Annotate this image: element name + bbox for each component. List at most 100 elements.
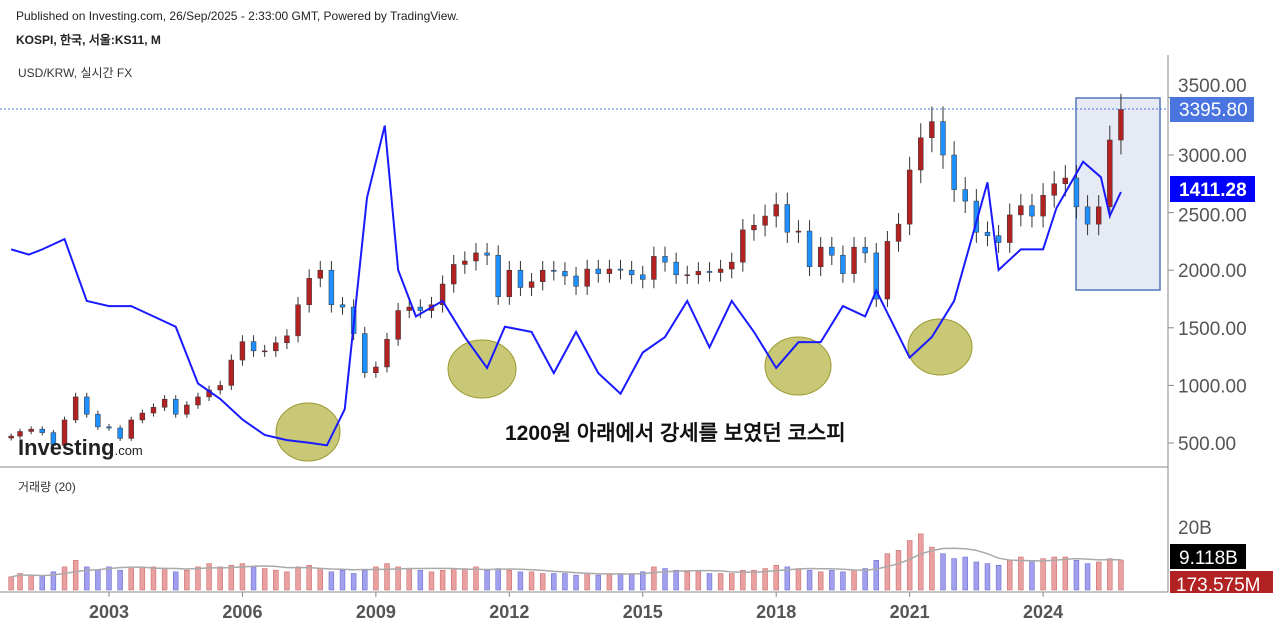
candle	[962, 189, 968, 202]
candle	[306, 278, 312, 306]
candle	[84, 396, 90, 415]
volume-bar	[8, 576, 14, 591]
candle	[628, 269, 635, 276]
volume-bar	[528, 571, 535, 591]
candle	[584, 268, 590, 287]
candle	[384, 339, 390, 368]
volume-bar	[840, 571, 846, 591]
time-tick-label: 2024	[1023, 602, 1063, 622]
candle	[906, 169, 913, 225]
candle	[573, 275, 579, 287]
candle	[50, 432, 57, 446]
volume-bar	[539, 573, 546, 591]
volume-bar	[829, 569, 835, 591]
volume-bar	[439, 569, 446, 591]
last-price-label: 3395.80	[1179, 100, 1248, 121]
candle	[918, 137, 924, 171]
time-tick-label: 2006	[222, 602, 262, 622]
time-tick-label: 2009	[356, 602, 396, 622]
volume-bar	[106, 566, 112, 591]
volume-bar	[350, 573, 357, 591]
candle	[8, 435, 14, 439]
volume-bar	[973, 561, 980, 591]
candle	[395, 310, 401, 340]
time-tick-label: 2015	[623, 602, 663, 622]
candle	[606, 268, 613, 274]
highlight-box	[1075, 97, 1161, 291]
candle	[17, 431, 23, 437]
candle	[617, 268, 624, 271]
time-tick-label: 2018	[756, 602, 796, 622]
candle	[173, 398, 179, 415]
volume-bar	[339, 569, 346, 591]
volume-bar	[606, 573, 613, 591]
volume-bar	[962, 556, 968, 591]
volume-bar	[1107, 558, 1113, 591]
volume-bar	[184, 569, 190, 591]
volume-bar	[250, 566, 257, 591]
volume-bar	[417, 569, 424, 591]
volume-bar	[951, 558, 957, 591]
volume-bar	[195, 566, 201, 591]
candle	[239, 341, 246, 361]
candle	[451, 264, 457, 285]
candle	[273, 342, 279, 352]
volume-bar	[895, 550, 902, 591]
volume-bar	[395, 566, 401, 591]
candle	[806, 230, 813, 267]
volume-bar	[1062, 556, 1069, 591]
candle	[250, 341, 257, 352]
volume-bar	[740, 569, 746, 591]
volume-bar	[362, 569, 368, 591]
candle	[1007, 214, 1013, 243]
volume-bar	[462, 568, 468, 591]
candle	[128, 419, 134, 439]
volume-bar	[595, 574, 601, 591]
price-tick-label: 3000.00	[1178, 146, 1247, 167]
volume-bar	[306, 565, 312, 591]
candle	[95, 413, 101, 428]
candle	[651, 256, 657, 280]
candle	[184, 404, 190, 415]
candle	[72, 396, 79, 421]
fx-badge	[1170, 176, 1255, 202]
candle	[528, 281, 535, 288]
volume-bar	[284, 571, 290, 591]
candle	[1029, 205, 1035, 217]
candle	[717, 268, 724, 273]
volume-bar	[918, 533, 924, 591]
candle	[295, 304, 301, 337]
candle	[1084, 206, 1091, 225]
candle	[895, 223, 902, 242]
volume-bar	[795, 568, 802, 591]
candle	[840, 254, 846, 274]
candle	[106, 426, 112, 429]
price-tick-label: 3500.00	[1178, 76, 1247, 97]
volume-bar	[117, 569, 123, 591]
candle	[662, 256, 668, 263]
candle	[795, 230, 802, 233]
volume-bar	[1095, 561, 1102, 591]
volume-bar	[206, 563, 212, 591]
candle	[829, 246, 835, 256]
candle	[1073, 177, 1080, 208]
volume-bar	[762, 568, 768, 591]
candle	[61, 419, 68, 446]
candle	[417, 306, 424, 311]
annotation-text: 1200원 아래에서 강세를 보였던 코스피	[505, 422, 846, 445]
price-tick-label: 1500.00	[1178, 319, 1247, 340]
volume-bar	[1084, 563, 1091, 591]
volume-bar	[39, 576, 45, 591]
candle	[940, 121, 946, 156]
candle	[217, 385, 223, 391]
volume-bar	[684, 571, 690, 591]
candle	[39, 428, 45, 433]
volume-bar	[273, 569, 279, 591]
ellipse-2007	[275, 402, 341, 462]
ellipse-2018	[764, 336, 832, 396]
volume-bar	[451, 568, 457, 591]
volume-bar	[517, 571, 524, 591]
time-tick-label: 2003	[89, 602, 129, 622]
volume-bar	[1051, 556, 1057, 591]
